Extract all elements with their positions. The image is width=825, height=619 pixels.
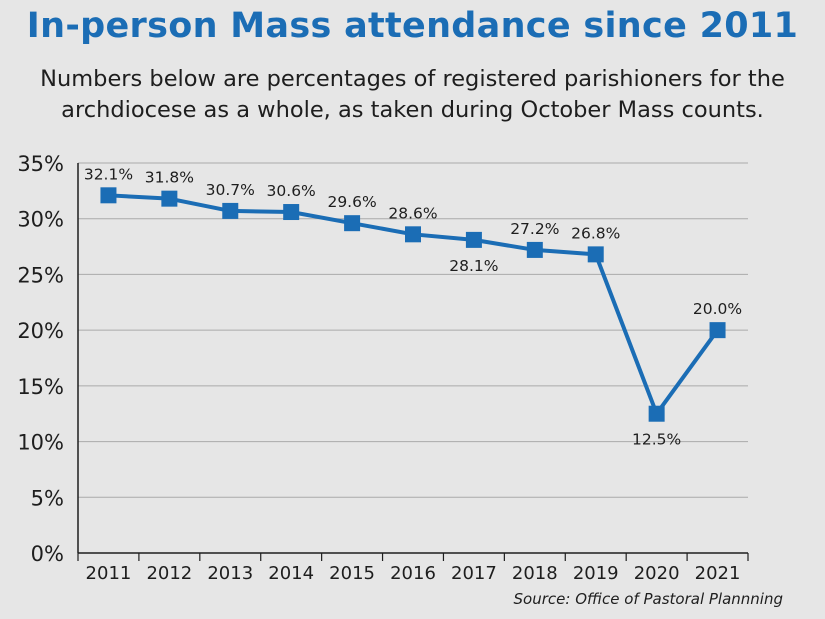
data-label: 31.8%: [145, 169, 194, 187]
data-label: 29.6%: [327, 193, 376, 211]
source-note: Source: Office of Pastoral Plannning: [513, 590, 783, 608]
data-label: 12.5%: [632, 431, 681, 449]
x-tick-label: 2018: [512, 563, 558, 584]
data-point: [100, 187, 117, 204]
y-tick-label: 35%: [17, 152, 64, 176]
x-tick-label: 2014: [268, 563, 314, 584]
x-tick-label: 2016: [390, 563, 436, 584]
y-tick-label: 25%: [17, 263, 64, 287]
data-point: [526, 241, 543, 258]
y-tick-label: 20%: [17, 319, 64, 343]
x-tick-label: 2017: [451, 563, 497, 584]
chart-subtitle: Numbers below are percentages of registe…: [40, 66, 785, 123]
data-point: [709, 322, 726, 339]
data-label: 28.1%: [449, 257, 498, 275]
x-tick-label: 2015: [329, 563, 375, 584]
data-label: 32.1%: [84, 165, 133, 183]
y-tick-label: 30%: [17, 208, 64, 232]
data-point: [161, 190, 178, 207]
y-tick-label: 5%: [31, 486, 64, 510]
data-point: [465, 231, 482, 248]
data-point: [405, 226, 421, 243]
data-point: [222, 202, 239, 219]
data-point: [344, 215, 361, 232]
x-tick-label: 2012: [146, 563, 192, 584]
data-point: [648, 405, 665, 422]
x-tick-label: 2011: [86, 563, 132, 584]
x-tick-label: 2020: [634, 563, 680, 584]
data-label: 30.6%: [267, 182, 316, 200]
data-point: [283, 204, 300, 221]
x-tick-label: 2021: [695, 563, 741, 584]
data-label: 26.8%: [571, 224, 620, 242]
x-tick-label: 2013: [207, 563, 253, 584]
y-tick-label: 15%: [17, 375, 64, 399]
chart-title: In-person Mass attendance since 2011: [26, 6, 799, 46]
data-label: 28.6%: [388, 204, 437, 222]
data-label: 30.7%: [206, 181, 255, 199]
data-label: 20.0%: [693, 300, 742, 318]
data-point: [587, 246, 604, 263]
data-label: 27.2%: [510, 220, 559, 238]
y-tick-label: 0%: [31, 542, 64, 566]
x-tick-label: 2019: [573, 563, 619, 584]
y-tick-label: 10%: [17, 431, 64, 455]
